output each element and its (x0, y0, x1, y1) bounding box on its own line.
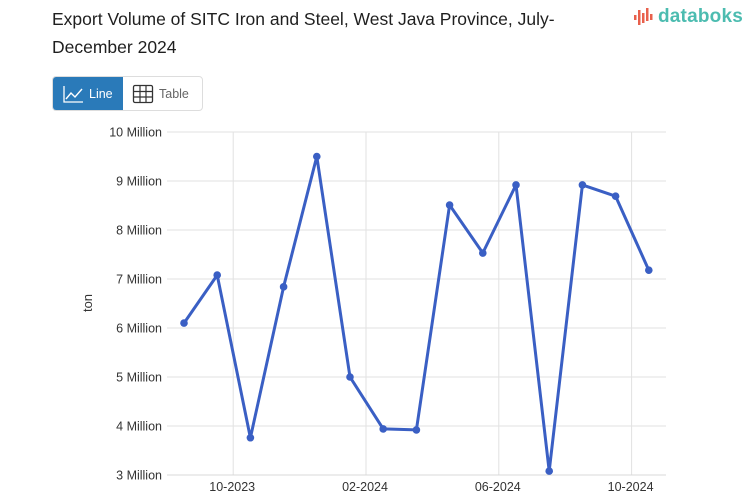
chart-title: Export Volume of SITC Iron and Steel, We… (52, 9, 555, 57)
y-tick-label: 10 Million (109, 126, 162, 140)
line-view-label: Line (89, 86, 113, 101)
x-tick-label: 10-2023 (209, 480, 255, 494)
x-tick-label: 10-2024 (608, 480, 654, 494)
y-tick-label: 7 Million (116, 273, 162, 287)
data-point[interactable] (445, 201, 454, 209)
logo-text: databoks (657, 6, 743, 27)
x-tick-label: 02-2024 (342, 480, 388, 494)
databoks-logo[interactable]: databoks (633, 6, 743, 28)
table-view-button[interactable]: Table (123, 77, 198, 110)
data-point[interactable] (611, 192, 620, 200)
y-axis-title: ton (80, 294, 95, 312)
line-chart-icon (63, 85, 83, 103)
data-point[interactable] (479, 249, 487, 257)
x-axis: 10-2023 02-2024 06-2024 10-2024 (209, 480, 653, 494)
data-point[interactable] (313, 152, 321, 161)
data-point[interactable] (578, 181, 587, 189)
view-toggle: Line Table (52, 76, 203, 111)
data-point[interactable] (279, 283, 288, 291)
series-line (182, 155, 651, 473)
data-point[interactable] (246, 433, 255, 442)
series-points (180, 152, 653, 475)
y-tick-label: 8 Million (116, 224, 162, 238)
table-view-label: Table (159, 86, 189, 101)
y-tick-label: 9 Million (116, 175, 162, 189)
y-tick-label: 4 Million (116, 420, 162, 434)
logo-bars-icon (633, 8, 653, 25)
data-point[interactable] (346, 373, 354, 381)
chart-grid (167, 131, 666, 476)
data-point[interactable] (645, 266, 653, 274)
line-view-button[interactable]: Line (53, 77, 123, 110)
data-point[interactable] (213, 271, 221, 279)
data-point[interactable] (512, 181, 520, 189)
data-point[interactable] (412, 426, 421, 434)
data-point[interactable] (180, 319, 188, 327)
y-tick-label: 6 Million (116, 322, 162, 336)
data-point[interactable] (379, 425, 388, 433)
y-tick-label: 3 Million (116, 469, 162, 483)
x-tick-label: 06-2024 (475, 480, 521, 494)
table-grid-icon (132, 84, 154, 103)
y-axis: 3 Million 4 Million 5 Million 6 Million 7 Mi… (109, 126, 162, 483)
data-point[interactable] (545, 467, 553, 475)
y-tick-label: 5 Million (116, 371, 162, 385)
